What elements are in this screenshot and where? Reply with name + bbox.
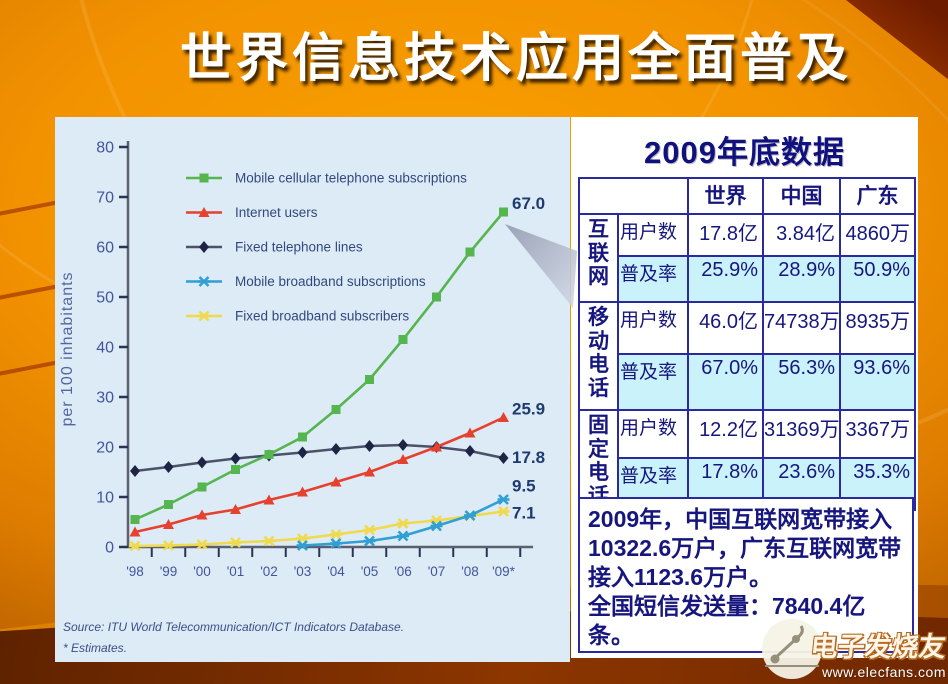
series-mobile-cellular-telephone-subscriptions — [130, 207, 508, 524]
watermark: 电子发烧友 www.elecfans.com — [745, 614, 948, 680]
svg-text:'06: '06 — [394, 564, 412, 579]
note-line-1: 2009年，中国互联网宽带接入10322.6万户，广东互联网宽带接入1123.6… — [588, 506, 902, 590]
svg-text:30: 30 — [96, 390, 114, 407]
svg-text:20: 20 — [96, 440, 114, 457]
table-cell: 56.3% — [762, 353, 841, 411]
svg-text:50: 50 — [96, 290, 114, 307]
table-cell: 12.2亿 — [687, 409, 764, 459]
table-title: 2009年底数据 — [644, 135, 845, 170]
end-label: 9.5 — [512, 477, 536, 496]
svg-text:Internet users: Internet users — [235, 205, 318, 220]
svg-text:'99: '99 — [160, 564, 178, 579]
table-cell: 50.9% — [839, 255, 916, 303]
svg-text:Mobile broadband subscriptions: Mobile broadband subscriptions — [235, 274, 426, 289]
svg-text:Fixed telephone lines: Fixed telephone lines — [235, 240, 363, 255]
stats-table: 世界 中国 广东 互联网 用户数 17.8亿 3.84亿 4860万 普及率 2… — [578, 177, 916, 512]
table-cell: 3.84亿 — [762, 213, 841, 257]
svg-text:'09*: '09* — [492, 564, 516, 579]
table-cell: 93.6% — [839, 353, 916, 411]
svg-text:'01: '01 — [227, 564, 245, 579]
table-cell: 8935万 — [839, 301, 916, 355]
table-cell: 74738万 — [762, 301, 841, 355]
table-cell: 17.8亿 — [687, 213, 764, 257]
svg-text:'04: '04 — [327, 564, 345, 579]
svg-text:Mobile cellular telephone subs: Mobile cellular telephone subscriptions — [235, 171, 467, 186]
slide-title: 世界信息技术应用全面普及 — [179, 30, 852, 88]
svg-text:per 100 inhabitants: per 100 inhabitants — [59, 271, 76, 426]
group-label-fixed-phone: 固定电话 — [578, 408, 619, 512]
row-label: 用户数 — [617, 409, 689, 459]
end-label: 7.1 — [512, 504, 536, 523]
ict-chart-panel: 0 10 20 30 40 50 60 70 80 '98 '99 '00 '01 '02 '03 '04 '0… — [55, 117, 570, 662]
series-internet-users — [129, 412, 509, 537]
row-label: 用户数 — [617, 301, 689, 355]
svg-text:'03: '03 — [294, 564, 312, 579]
end-label: 25.9 — [512, 400, 545, 419]
svg-text:0: 0 — [105, 540, 114, 557]
svg-text:10: 10 — [96, 490, 114, 507]
svg-text:'98: '98 — [126, 564, 144, 579]
group-label-internet: 互联网 — [578, 213, 619, 303]
svg-text:80: 80 — [96, 140, 114, 157]
group-label-mobile-phone: 移动电话 — [578, 301, 619, 411]
svg-text:40: 40 — [96, 340, 114, 357]
table-cell: 31369万 — [762, 409, 841, 459]
col-header-world: 世界 — [687, 177, 764, 215]
watermark-url: www.elecfans.com — [822, 664, 946, 680]
end-label: 67.0 — [512, 194, 545, 213]
ict-line-chart: 0 10 20 30 40 50 60 70 80 '98 '99 '00 '01 '02 '03 '04 '0… — [59, 140, 545, 656]
svg-text:'07: '07 — [428, 564, 446, 579]
table-cell: 28.9% — [762, 255, 841, 303]
end-label: 17.8 — [512, 448, 545, 467]
svg-text:'08: '08 — [461, 564, 479, 579]
table-corner-cell — [578, 177, 689, 215]
chart-source: Source: ITU World Telecommunication/ICT … — [63, 620, 404, 634]
table-cell: 3367万 — [839, 409, 916, 459]
svg-text:70: 70 — [96, 190, 114, 207]
row-label: 普及率 — [617, 353, 689, 411]
svg-text:60: 60 — [96, 240, 114, 257]
svg-text:'02: '02 — [260, 564, 278, 579]
chart-legend: Mobile cellular telephone subscriptions I… — [186, 171, 467, 324]
row-label: 用户数 — [617, 213, 689, 257]
chart-estimates-note: * Estimates. — [63, 641, 127, 655]
col-header-guangdong: 广东 — [839, 177, 916, 215]
series-fixed-telephone-lines — [130, 439, 509, 477]
table-cell: 46.0亿 — [687, 301, 764, 355]
svg-text:Fixed broadband subscribers: Fixed broadband subscribers — [235, 309, 409, 324]
svg-text:'00: '00 — [193, 564, 211, 579]
table-cell: 67.0% — [687, 353, 764, 411]
table-cell: 4860万 — [839, 213, 916, 257]
watermark-brand: 电子发烧友 — [809, 632, 948, 662]
table-cell: 25.9% — [687, 255, 764, 303]
svg-text:'05: '05 — [361, 564, 379, 579]
series-mobile-broadband-subscriptions — [296, 494, 510, 551]
col-header-china: 中国 — [762, 177, 841, 215]
row-label: 普及率 — [617, 255, 689, 303]
